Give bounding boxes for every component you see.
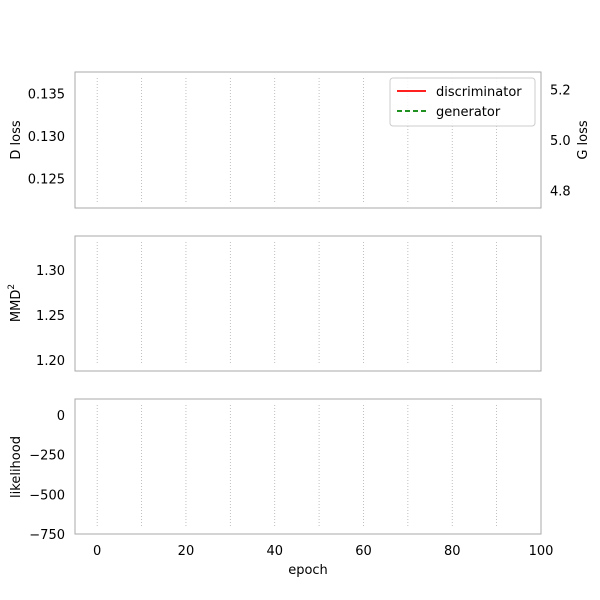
p3-bottom-ticks: 0 20 40 60 80 100 bbox=[93, 544, 553, 559]
p1-right-ticks: 4.8 5.0 5.2 bbox=[550, 84, 571, 200]
x-tick-label: 40 bbox=[266, 544, 283, 559]
legend-box bbox=[389, 77, 536, 127]
p3-grid bbox=[96, 405, 498, 528]
y-tick-label: −500 bbox=[29, 488, 65, 503]
g-loss-axis-label: G loss bbox=[576, 120, 591, 160]
y-tick-label: 0.125 bbox=[28, 172, 65, 187]
x-tick-label: 100 bbox=[529, 544, 554, 559]
likelihood-axis-label: likelihood bbox=[9, 436, 24, 498]
y-tick-label: 1.25 bbox=[36, 309, 65, 324]
x-tick-label: 60 bbox=[355, 544, 372, 559]
p2-left-ticks: 1.20 1.25 1.30 bbox=[36, 264, 65, 369]
x-tick-label: 0 bbox=[93, 544, 101, 559]
mmd-axis-label-main: MMD bbox=[9, 290, 24, 322]
legend-discriminator-label: discriminator bbox=[436, 85, 522, 100]
y-tick-label: −250 bbox=[29, 449, 65, 464]
y-tick-label: −750 bbox=[29, 528, 65, 543]
d-loss-axis-label: D loss bbox=[9, 120, 24, 159]
p1-frame bbox=[74, 71, 542, 209]
y-tick-label: 0.135 bbox=[28, 87, 65, 102]
y-tick-label: 1.20 bbox=[36, 354, 65, 369]
p2-grid bbox=[96, 242, 498, 365]
p1-left-ticks: 0.125 0.130 0.135 bbox=[28, 87, 65, 187]
y-tick-label: 0.130 bbox=[28, 130, 65, 145]
secondary-y-tick-label: 5.0 bbox=[550, 134, 571, 149]
p2-frame bbox=[74, 235, 542, 372]
p3-left-ticks: 0 −250 −500 −750 bbox=[29, 409, 65, 543]
legend: discriminator generator bbox=[389, 77, 536, 127]
p3-frame bbox=[74, 398, 542, 535]
y-tick-label: 1.30 bbox=[36, 264, 65, 279]
epoch-axis-label: epoch bbox=[288, 563, 328, 578]
mmd-panel: 1.20 1.25 1.30 MMD2 bbox=[7, 235, 542, 372]
x-tick-label: 20 bbox=[178, 544, 195, 559]
mmd-axis-label-sup: 2 bbox=[7, 284, 17, 290]
mmd-axis-label: MMD2 bbox=[7, 284, 24, 322]
x-tick-label: 80 bbox=[444, 544, 461, 559]
secondary-y-tick-label: 5.2 bbox=[550, 84, 571, 99]
likelihood-panel: 0 −250 −500 −750 0 20 40 60 80 100 likelihood ep… bbox=[9, 398, 553, 578]
y-tick-label: 0 bbox=[57, 409, 65, 424]
secondary-y-tick-label: 4.8 bbox=[550, 184, 571, 199]
legend-generator-label: generator bbox=[436, 105, 501, 120]
